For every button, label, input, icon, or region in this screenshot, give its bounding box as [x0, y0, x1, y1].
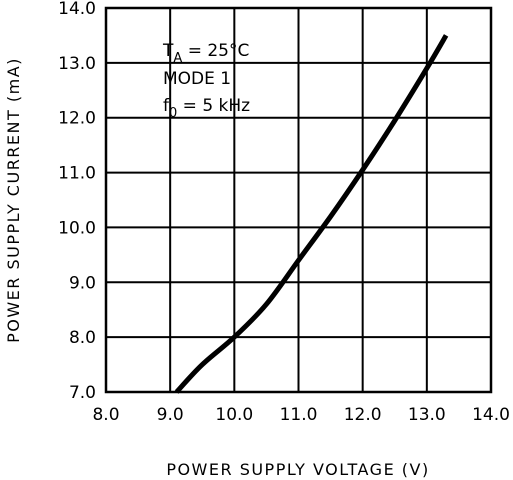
- y-tick-label: 14.0: [58, 0, 96, 19]
- y-tick-label: 12.0: [58, 109, 96, 129]
- y-tick-labels: 7.0 8.0 9.0 10.0 11.0 12.0 13.0 14.0: [58, 0, 96, 403]
- y-tick-label: 8.0: [69, 328, 96, 348]
- x-tick-label: 10.0: [215, 405, 253, 425]
- y-tick-label: 9.0: [69, 273, 96, 293]
- x-tick-label: 13.0: [408, 405, 446, 425]
- x-tick-label: 12.0: [344, 405, 382, 425]
- y-tick-label: 10.0: [58, 218, 96, 238]
- y-axis-title: POWER SUPPLY CURRENT (mA): [4, 57, 23, 343]
- grid-lines: [106, 8, 491, 392]
- plot-frame: [104, 6, 493, 394]
- x-tick-label: 11.0: [280, 405, 318, 425]
- x-tick-label: 9.0: [157, 405, 184, 425]
- annotation-temperature: TA = 25°C: [162, 41, 249, 66]
- annotation-frequency: f0 = 5 kHz: [163, 96, 250, 121]
- x-tick-labels: 8.0 9.0 10.0 11.0 12.0 13.0 14.0: [92, 405, 509, 425]
- annotation-mode: MODE 1: [163, 69, 231, 89]
- y-tick-label: 13.0: [58, 54, 96, 74]
- series-line: [174, 34, 449, 394]
- x-tick-label: 8.0: [92, 405, 119, 425]
- x-axis-title: POWER SUPPLY VOLTAGE (V): [166, 460, 429, 479]
- x-tick-label: 14.0: [472, 405, 510, 425]
- y-tick-label: 11.0: [58, 164, 96, 184]
- y-tick-label: 7.0: [69, 383, 96, 403]
